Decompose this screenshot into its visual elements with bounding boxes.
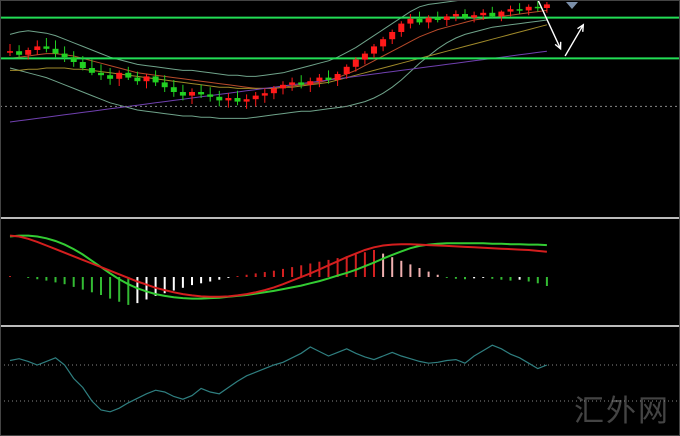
candle-body xyxy=(70,57,77,62)
candle-body xyxy=(34,46,41,50)
candle-body xyxy=(252,95,259,100)
candle-body xyxy=(380,39,387,47)
candle-body xyxy=(52,48,59,54)
candle-body xyxy=(507,9,514,12)
candle-body xyxy=(170,87,177,92)
candle-body xyxy=(407,18,414,24)
candle-body xyxy=(462,14,468,18)
candle-body xyxy=(107,75,114,79)
candle-body xyxy=(325,77,332,80)
candle-body xyxy=(234,98,241,102)
candle-body xyxy=(343,66,350,74)
candle-body xyxy=(352,59,359,67)
watermark-logo: 汇外网 xyxy=(574,394,670,429)
candle-body xyxy=(489,12,496,17)
candle-body xyxy=(189,92,195,96)
candle-body xyxy=(116,72,123,79)
candle-body xyxy=(434,17,441,20)
candle-body xyxy=(280,84,286,89)
macd-line-dif xyxy=(9,234,547,300)
forecast-arrow-2 xyxy=(564,24,584,57)
macd-line-dea xyxy=(9,234,547,298)
forecast-arrow-1 xyxy=(537,0,562,50)
candle-body xyxy=(316,77,323,82)
candle-body xyxy=(61,53,68,58)
candle-body xyxy=(25,50,32,55)
candle-body xyxy=(443,16,450,20)
candle-body xyxy=(425,17,432,23)
candle-body xyxy=(498,11,505,17)
candle-body xyxy=(98,72,104,76)
overlay-line-ma_mid xyxy=(10,24,548,89)
candle-body xyxy=(88,68,95,73)
oscillator-line xyxy=(9,344,548,413)
candle-body xyxy=(261,93,268,96)
candle-body xyxy=(143,76,150,82)
candle-body xyxy=(225,98,232,101)
candle-body xyxy=(416,18,423,23)
candle-body xyxy=(270,88,277,94)
candle-body xyxy=(161,82,168,88)
candle-body xyxy=(243,99,250,102)
candle-body xyxy=(7,51,13,53)
candle-body xyxy=(307,81,314,85)
candle-body xyxy=(361,53,368,60)
oscillator-panel[interactable] xyxy=(0,344,680,413)
top-marker-triangle xyxy=(566,2,578,9)
candle-body xyxy=(534,6,541,9)
candle-body xyxy=(389,32,396,40)
candle-body xyxy=(134,77,141,82)
candle-body xyxy=(152,76,159,83)
candle-body xyxy=(298,82,305,85)
candle-body xyxy=(125,72,132,78)
candle-body xyxy=(452,14,459,17)
overlay-line-boll_upper xyxy=(9,0,466,77)
candle-body xyxy=(198,92,205,95)
candle-body xyxy=(471,15,478,18)
candle-body xyxy=(43,46,50,49)
candle-body xyxy=(525,6,532,11)
candle-body xyxy=(16,51,23,55)
candle-body xyxy=(216,96,223,101)
candle-body xyxy=(79,62,86,68)
candle-body xyxy=(289,82,296,85)
candle-body xyxy=(179,92,186,96)
overlay-line-ma_slow xyxy=(9,50,547,123)
forecast-arrowhead-2 xyxy=(577,23,585,32)
forecast-arrowhead-1 xyxy=(554,41,562,51)
candle-body xyxy=(334,74,341,80)
candle-body xyxy=(480,12,487,16)
overlay-line-boll_lower xyxy=(9,19,547,119)
candle-body xyxy=(543,4,550,8)
candle-body xyxy=(371,46,377,54)
price-panel[interactable] xyxy=(0,0,680,123)
candle-body xyxy=(207,94,214,97)
candle-body xyxy=(516,9,523,11)
macd-panel[interactable] xyxy=(9,234,548,305)
candle-body xyxy=(398,23,405,32)
